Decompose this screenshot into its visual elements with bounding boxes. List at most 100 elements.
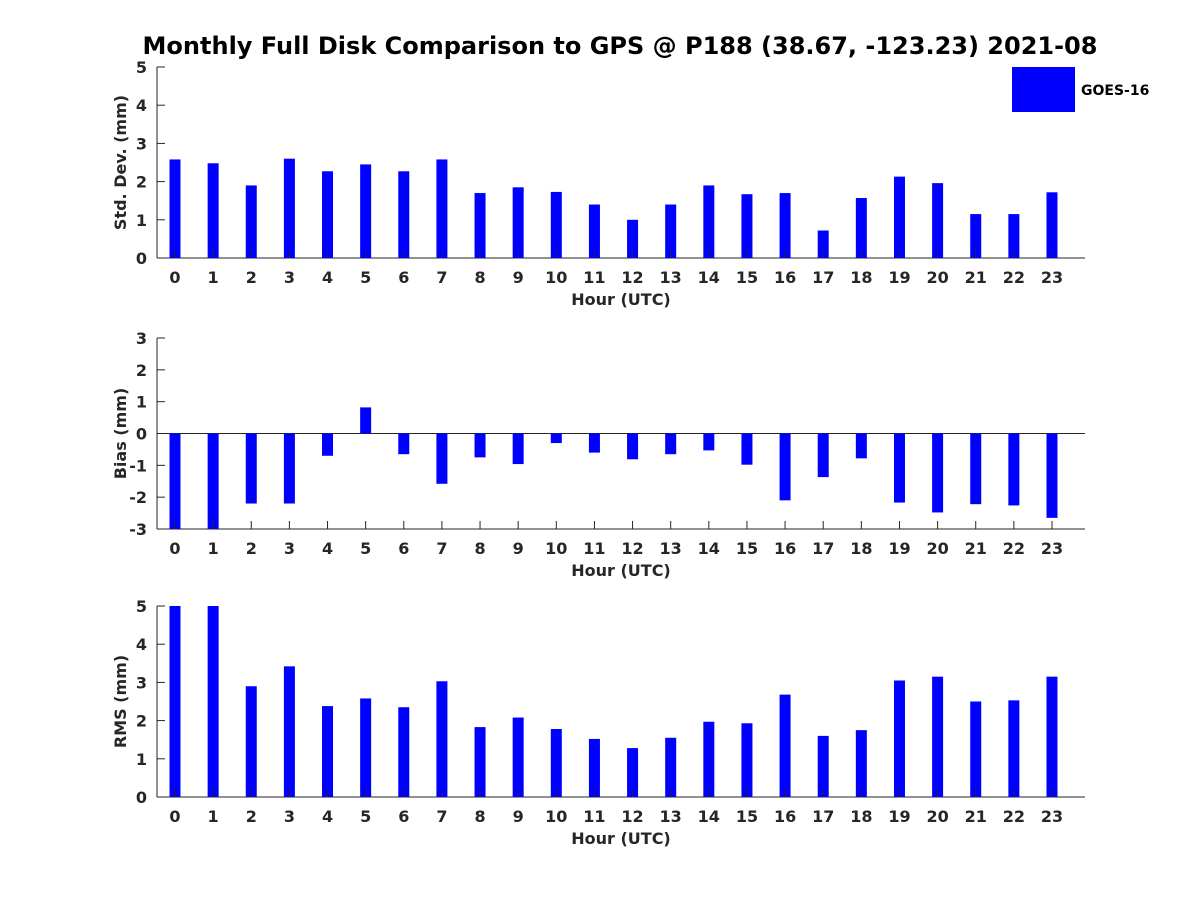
- x-tick-label: 23: [1041, 807, 1063, 826]
- y-axis-label: RMS (mm): [111, 655, 130, 748]
- x-tick-label: 5: [360, 539, 371, 558]
- bar-hour-20: [932, 676, 944, 797]
- y-tick-label: 2: [136, 361, 147, 380]
- bar-hour-18: [855, 433, 867, 459]
- x-tick-label: 11: [583, 268, 605, 287]
- x-tick-label: 22: [1003, 268, 1025, 287]
- x-tick-label: 6: [398, 539, 409, 558]
- x-axis-label: Hour (UTC): [571, 561, 671, 580]
- y-tick-label: 5: [136, 597, 147, 616]
- x-tick-label: 14: [698, 807, 720, 826]
- bar-hour-3: [283, 666, 295, 797]
- bar-hour-10: [550, 191, 562, 258]
- y-tick-label: 2: [136, 173, 147, 192]
- bar-hour-22: [1008, 433, 1020, 506]
- x-tick-label: 17: [812, 268, 834, 287]
- bar-hour-19: [893, 176, 905, 258]
- x-tick-label: 13: [660, 539, 682, 558]
- y-tick-label: 1: [136, 750, 147, 769]
- y-tick-label: 0: [136, 788, 147, 807]
- bar-hour-8: [474, 193, 486, 258]
- bar-hour-11: [588, 204, 600, 258]
- x-tick-label: 7: [436, 268, 447, 287]
- bar-hour-8: [474, 433, 486, 458]
- legend: GOES-16: [1012, 67, 1149, 112]
- x-tick-label: 21: [965, 807, 987, 826]
- x-tick-label: 19: [888, 268, 910, 287]
- bar-hour-14: [703, 433, 715, 451]
- y-tick-label: -2: [129, 488, 147, 507]
- bar-hour-1: [207, 163, 219, 258]
- bar-hour-0: [169, 433, 181, 529]
- bar-hour-1: [207, 433, 219, 529]
- x-tick-label: 2: [246, 539, 257, 558]
- x-tick-label: 18: [850, 268, 872, 287]
- x-tick-label: 18: [850, 807, 872, 826]
- bar-hour-10: [550, 433, 562, 444]
- x-tick-label: 7: [436, 539, 447, 558]
- bar-hour-11: [588, 738, 600, 797]
- y-tick-label: 4: [136, 635, 147, 654]
- y-tick-label: 3: [136, 329, 147, 348]
- x-tick-label: 20: [926, 268, 948, 287]
- x-tick-label: 19: [888, 807, 910, 826]
- bar-hour-7: [436, 681, 448, 797]
- bar-hour-2: [245, 433, 257, 504]
- x-tick-label: 16: [774, 539, 796, 558]
- bar-hour-13: [665, 204, 677, 258]
- x-tick-label: 2: [246, 807, 257, 826]
- x-tick-label: 16: [774, 807, 796, 826]
- bar-hour-12: [627, 219, 639, 258]
- bar-hour-7: [436, 159, 448, 258]
- x-tick-label: 10: [545, 539, 567, 558]
- bar-hour-1: [207, 606, 219, 797]
- x-tick-label: 8: [474, 539, 485, 558]
- bar-hour-7: [436, 433, 448, 484]
- bar-hour-16: [779, 433, 791, 501]
- bar-hour-15: [741, 723, 753, 797]
- x-tick-label: 15: [736, 268, 758, 287]
- x-tick-label: 12: [621, 807, 643, 826]
- bar-hour-2: [245, 686, 257, 797]
- y-tick-label: 3: [136, 134, 147, 153]
- bar-hour-20: [932, 183, 944, 258]
- x-tick-label: 1: [208, 807, 219, 826]
- bar-hour-6: [398, 433, 410, 455]
- x-tick-label: 22: [1003, 539, 1025, 558]
- y-axis-label: Bias (mm): [111, 388, 130, 480]
- x-tick-label: 10: [545, 268, 567, 287]
- x-tick-label: 17: [812, 539, 834, 558]
- x-tick-label: 21: [965, 268, 987, 287]
- bar-hour-21: [970, 214, 982, 258]
- bar-hour-3: [283, 158, 295, 258]
- y-tick-label: 1: [136, 393, 147, 412]
- bar-hour-14: [703, 185, 715, 258]
- bar-hour-2: [245, 185, 257, 258]
- x-tick-label: 10: [545, 807, 567, 826]
- bar-hour-13: [665, 737, 677, 797]
- x-tick-label: 0: [169, 539, 180, 558]
- x-tick-label: 16: [774, 268, 796, 287]
- bar-hour-12: [627, 433, 639, 460]
- x-tick-label: 13: [660, 268, 682, 287]
- x-tick-label: 12: [621, 268, 643, 287]
- bar-hour-23: [1046, 192, 1058, 258]
- bar-hour-17: [817, 433, 829, 478]
- x-tick-label: 3: [284, 539, 295, 558]
- bar-hour-22: [1008, 700, 1020, 797]
- bar-hour-14: [703, 721, 715, 797]
- x-tick-label: 19: [888, 539, 910, 558]
- x-tick-label: 13: [660, 807, 682, 826]
- y-tick-label: 5: [136, 58, 147, 77]
- bar-hour-6: [398, 171, 410, 258]
- bar-hour-13: [665, 433, 677, 455]
- y-axis-label: Std. Dev. (mm): [111, 95, 130, 230]
- bar-hour-23: [1046, 676, 1058, 797]
- x-tick-label: 1: [208, 268, 219, 287]
- x-tick-label: 4: [322, 807, 333, 826]
- x-tick-label: 14: [698, 268, 720, 287]
- bar-hour-5: [360, 407, 372, 434]
